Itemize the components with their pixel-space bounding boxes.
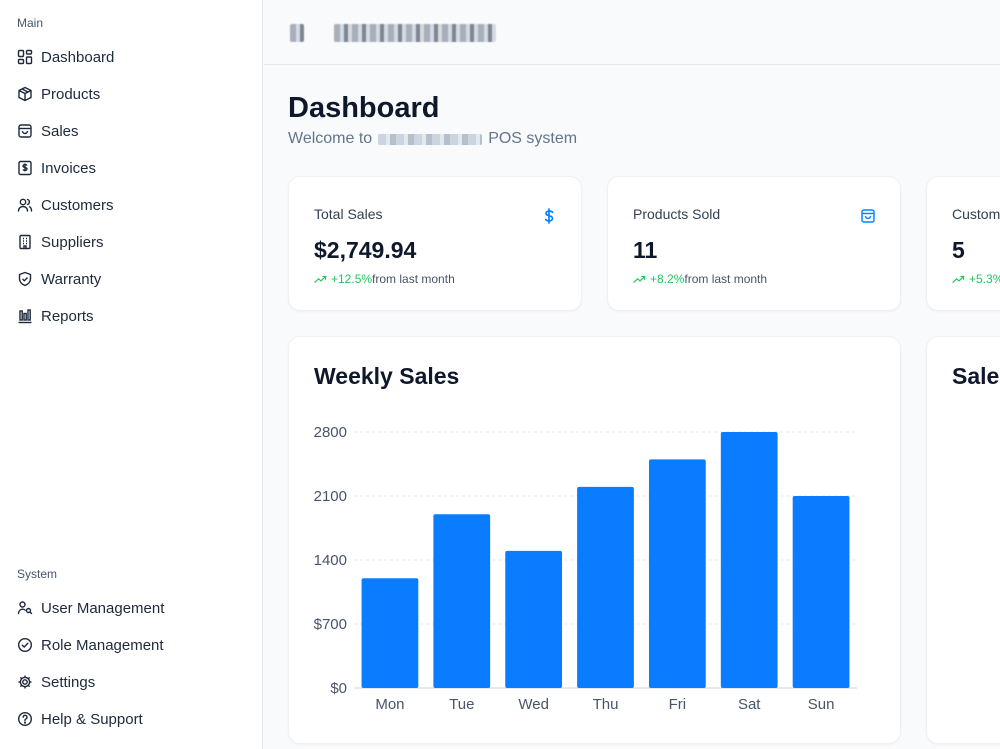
sidebar-item-settings[interactable]: Settings	[17, 670, 95, 694]
user-key-icon	[17, 601, 33, 615]
stat-trend: +12.5% from last month	[314, 272, 455, 286]
sidebar-item-label: User Management	[41, 599, 165, 617]
sidebar-item-help-support[interactable]: Help & Support	[17, 707, 143, 731]
y-tick-label: 2100	[314, 488, 347, 505]
x-tick-label: Sun	[808, 696, 835, 713]
x-tick-label: Sat	[738, 696, 761, 713]
bar-fri[interactable]	[648, 459, 706, 688]
bar-wed[interactable]	[505, 550, 563, 688]
welcome-prefix: Welcome to	[288, 130, 373, 147]
trend-suffix: from last month	[684, 272, 768, 286]
invoice-dollar-icon	[18, 160, 32, 176]
sales-chart-card: Sales	[926, 336, 1000, 744]
trend-percent: +8.2%	[650, 272, 685, 286]
users-icon	[17, 198, 33, 212]
sidebar-item-sales[interactable]: Sales	[17, 119, 79, 143]
stat-value: $2,749.94	[314, 237, 417, 263]
welcome-suffix: POS system	[488, 130, 578, 147]
dollar-icon	[544, 208, 554, 224]
sidebar-item-label: Role Management	[41, 636, 164, 654]
redacted-brand-name	[334, 24, 496, 42]
bar-tue[interactable]	[433, 514, 491, 688]
stat-label: Products Sold	[633, 206, 721, 222]
gear-icon	[18, 675, 32, 689]
check-circle-icon	[17, 637, 33, 653]
welcome-message: Welcome to POS system	[288, 130, 577, 148]
sidebar-item-label: Settings	[41, 673, 96, 691]
sidebar-item-customers[interactable]: Customers	[17, 193, 114, 217]
trend-percent: +12.5%	[331, 272, 373, 286]
help-circle-icon	[17, 711, 33, 727]
bar-thu[interactable]	[577, 486, 634, 688]
sidebar-item-label: Dashboard	[41, 48, 115, 66]
top-bar	[264, 0, 1000, 65]
page-title: Dashboard	[288, 92, 440, 124]
shopping-bag-icon	[18, 124, 32, 138]
dashboard-grid-icon	[17, 49, 33, 65]
package-icon	[18, 86, 32, 102]
x-tick-label: Tue	[449, 696, 474, 713]
trend-percent: +5.3%	[969, 272, 1000, 286]
sidebar-item-label: Sales	[41, 122, 79, 140]
sidebar-section-main: Main	[17, 16, 44, 30]
sidebar-item-label: Customers	[41, 196, 114, 214]
sidebar-item-label: Suppliers	[41, 233, 104, 251]
x-tick-label: Fri	[669, 696, 687, 713]
trend-up-icon	[952, 275, 965, 283]
stat-card-customers: Custome 5 +5.3%	[926, 176, 1000, 311]
sidebar-item-invoices[interactable]: Invoices	[17, 156, 96, 180]
sidebar-item-products[interactable]: Products	[17, 82, 100, 106]
sidebar-item-suppliers[interactable]: Suppliers	[17, 230, 104, 254]
stat-value: 5	[952, 237, 965, 263]
y-tick-label: 1400	[314, 552, 347, 569]
bar-sun[interactable]	[792, 496, 850, 688]
stat-label: Custome	[952, 206, 1000, 222]
sidebar-item-reports[interactable]: Reports	[17, 304, 94, 328]
sidebar-item-label: Invoices	[41, 159, 97, 177]
stat-value: 11	[633, 237, 658, 263]
chart-title: Weekly Sales	[314, 363, 460, 389]
stat-label: Total Sales	[314, 206, 383, 222]
stat-trend: +8.2% from last month	[633, 272, 767, 286]
x-tick-label: Mon	[375, 696, 404, 713]
x-tick-label: Thu	[593, 696, 619, 713]
trend-up-icon	[633, 275, 646, 283]
y-tick-label: $0	[330, 680, 347, 697]
sidebar-item-label: Warranty	[41, 270, 102, 288]
redacted-store-name	[378, 133, 483, 145]
weekly-sales-card: Weekly Sales $0 $700 1400 2100 2800 Mon Tue Wed…	[288, 336, 901, 744]
sidebar-item-label: Products	[41, 85, 101, 103]
stat-trend: +5.3%	[952, 272, 1000, 286]
sidebar-item-label: Reports	[41, 307, 94, 325]
sidebar-item-label: Help & Support	[41, 710, 143, 728]
stat-card-products-sold: Products Sold 11 +8.2% from last month	[607, 176, 901, 311]
sidebar-item-user-management[interactable]: User Management	[17, 596, 164, 620]
shopping-bag-icon	[861, 209, 875, 223]
y-tick-label: $700	[314, 616, 347, 633]
bar-mon[interactable]	[361, 578, 419, 688]
x-tick-label: Wed	[518, 696, 549, 713]
sidebar-section-system: System	[17, 567, 58, 581]
y-tick-label: 2800	[314, 424, 347, 441]
stat-card-total-sales: Total Sales $2,749.94 +12.5% from last mo…	[288, 176, 582, 311]
shield-check-icon	[18, 271, 32, 287]
bar-chart-icon	[18, 309, 32, 324]
trend-up-icon	[314, 275, 327, 283]
chart-title: Sales	[952, 363, 1000, 389]
menu-toggle-icon[interactable]	[290, 24, 304, 42]
sidebar-item-warranty[interactable]: Warranty	[17, 267, 101, 291]
building-icon	[19, 234, 31, 250]
weekly-sales-chart: $0 $700 1400 2100 2800 Mon Tue Wed Thu Fri Sat Sun	[314, 424, 857, 713]
bar-sat[interactable]	[720, 432, 778, 688]
trend-suffix: from last month	[372, 272, 455, 286]
sidebar: Main Dashboard Products Sales Invoices C…	[0, 0, 263, 749]
sidebar-item-role-management[interactable]: Role Management	[17, 633, 164, 657]
sidebar-item-dashboard[interactable]: Dashboard	[17, 45, 114, 69]
